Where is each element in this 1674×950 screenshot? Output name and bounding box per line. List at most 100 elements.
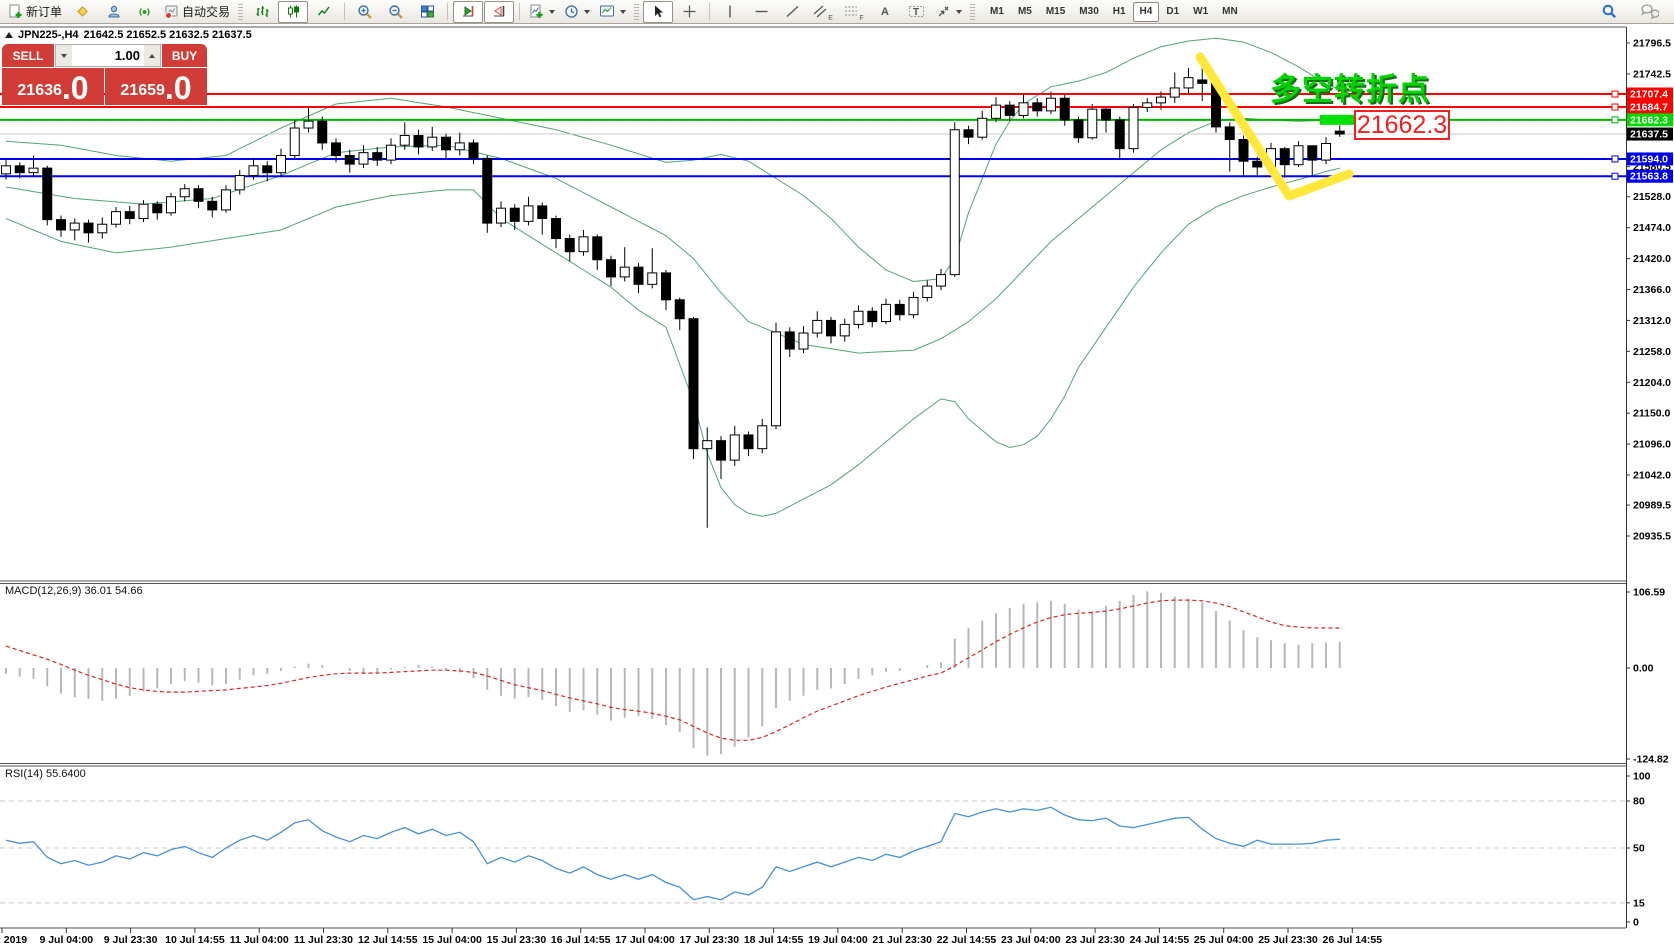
yellow-trend-mark	[1195, 52, 1354, 201]
candle	[798, 332, 809, 350]
search-button[interactable]	[1594, 1, 1624, 23]
time-axis[interactable]: 8 Jul 2019 9 Jul 04:00 9 Jul 23:30 10 Jul 1…	[0, 928, 1382, 946]
signals-icon	[138, 8, 150, 16]
candle	[344, 155, 355, 165]
price-tick-label: 21366.0	[1633, 284, 1671, 296]
timeframe-buttons: M1 M5 M15 M30 H1 H4 D1 W1 MN	[983, 1, 1245, 22]
timeframe-m5[interactable]: M5	[1017, 6, 1032, 17]
timeframe-m15[interactable]: M15	[1045, 6, 1066, 17]
community-button[interactable]	[98, 1, 128, 23]
arrows-dropdown-caret	[956, 9, 963, 14]
price-tick-label: 21796.5	[1633, 38, 1671, 50]
candle	[1279, 148, 1290, 166]
candle	[1114, 119, 1125, 150]
tile-windows-button[interactable]	[412, 1, 442, 23]
trendline-button[interactable]	[777, 1, 807, 23]
sell-price-panel[interactable]: 21636.0	[2, 68, 104, 105]
time-label: 22 Jul 14:55	[937, 934, 997, 946]
fibonacci-button[interactable]: F	[839, 1, 869, 23]
volume-increase-button[interactable]	[144, 45, 160, 66]
candle	[757, 425, 768, 450]
horizontal-line-button[interactable]	[746, 1, 776, 23]
volume-decrease-button[interactable]	[56, 45, 72, 66]
chart-shift-button[interactable]	[484, 0, 515, 23]
bollinger-lower-band	[5, 167, 1340, 517]
candle	[578, 236, 589, 253]
candle	[647, 272, 658, 285]
timeframe-w1[interactable]: W1	[1193, 6, 1209, 17]
sell-button[interactable]: SELL	[2, 44, 54, 67]
autotrading-button[interactable]: 自动交易	[160, 1, 234, 23]
price-tick-label: 21042.0	[1633, 470, 1671, 482]
time-label: 17 Jul 04:00	[615, 934, 675, 946]
text-button[interactable]: A	[870, 1, 900, 23]
periods-clock-icon	[565, 5, 578, 18]
line-anchor	[1611, 90, 1619, 98]
time-label: 25 Jul 23:30	[1258, 934, 1318, 946]
line-anchor	[1611, 172, 1619, 180]
macd-signal-line	[5, 599, 1340, 741]
equidistant-channel-button[interactable]: E	[808, 1, 838, 23]
vertical-line-button[interactable]	[715, 1, 745, 23]
price-tick-label: 21312.0	[1633, 315, 1671, 327]
auto-scroll-icon	[462, 6, 473, 17]
chat-button[interactable]	[1634, 1, 1664, 23]
chart-expand-icon	[5, 32, 13, 38]
candle	[509, 207, 520, 222]
bollinger-middle-band	[5, 117, 1340, 354]
bar-chart-button[interactable]	[247, 1, 277, 23]
candle	[1252, 160, 1263, 168]
macd-scale-label: 106.59	[1633, 587, 1665, 599]
time-label: 15 Jul 04:00	[422, 934, 482, 946]
timeframe-mn[interactable]: MN	[1222, 6, 1238, 17]
auto-scroll-button[interactable]	[453, 0, 484, 23]
templates-button[interactable]	[595, 1, 630, 23]
timeframe-h1[interactable]: H1	[1112, 6, 1126, 17]
candle	[166, 196, 176, 214]
price-tick-label: 20935.5	[1633, 531, 1671, 543]
buy-price-panel[interactable]: 21659.0	[105, 68, 207, 105]
buy-price-main: 21659	[120, 82, 165, 99]
price-label-box	[1627, 100, 1673, 114]
new-order-button[interactable]: 新订单	[4, 1, 66, 23]
channel-letter: E	[828, 14, 833, 22]
line-chart-button[interactable]	[309, 1, 339, 23]
timeframe-m1[interactable]: M1	[990, 6, 1004, 17]
fibonacci-icon	[845, 6, 858, 16]
rsi-scale-label: 15	[1633, 897, 1645, 909]
time-label: 17 Jul 23:30	[680, 934, 740, 946]
candle	[1224, 126, 1235, 140]
pane-borders	[0, 26, 1627, 929]
arrows-button[interactable]	[932, 1, 966, 23]
zoom-in-button[interactable]	[350, 1, 380, 23]
candle	[124, 211, 135, 220]
alert-button[interactable]	[67, 1, 97, 23]
candle	[179, 188, 190, 198]
candle	[812, 319, 823, 334]
price-label-text: 21563.8	[1630, 171, 1668, 183]
candlestick-chart-button[interactable]	[278, 0, 309, 23]
zoom-out-button[interactable]	[381, 1, 411, 23]
timeframe-h4[interactable]: H4	[1132, 1, 1160, 22]
crosshair-button[interactable]	[674, 1, 704, 23]
candle	[674, 299, 685, 320]
periods-button[interactable]	[560, 1, 594, 23]
timeframe-m30[interactable]: M30	[1079, 6, 1099, 17]
timeframe-d1[interactable]: D1	[1166, 6, 1180, 17]
line-anchor	[1611, 155, 1619, 163]
candle	[1238, 138, 1249, 162]
cursor-button[interactable]	[643, 0, 674, 23]
indicators-button[interactable]	[525, 1, 559, 23]
volume-control	[55, 44, 161, 67]
volume-input[interactable]	[72, 45, 144, 66]
signals-button[interactable]	[129, 1, 159, 23]
price-tick-label: 21150.0	[1633, 408, 1671, 420]
buy-button[interactable]: BUY	[162, 44, 207, 67]
candle	[826, 319, 836, 337]
time-label: 8 Jul 2019	[0, 934, 27, 946]
time-label: 25 Jul 04:00	[1194, 934, 1254, 946]
candle	[56, 219, 66, 231]
text-label-button[interactable]: T	[901, 1, 931, 23]
rsi-line	[5, 806, 1340, 901]
